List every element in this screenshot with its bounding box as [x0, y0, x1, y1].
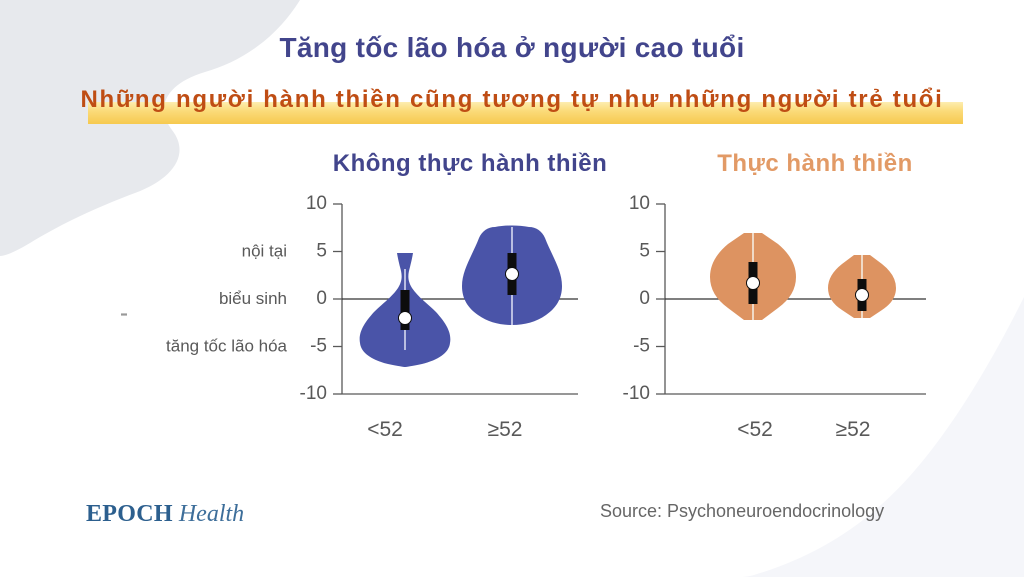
svg-text:-5: -5: [633, 336, 650, 357]
svg-text:10: 10: [629, 193, 650, 214]
svg-text:5: 5: [639, 241, 650, 262]
svg-text:0: 0: [639, 288, 650, 309]
svg-text:-10: -10: [623, 383, 650, 404]
